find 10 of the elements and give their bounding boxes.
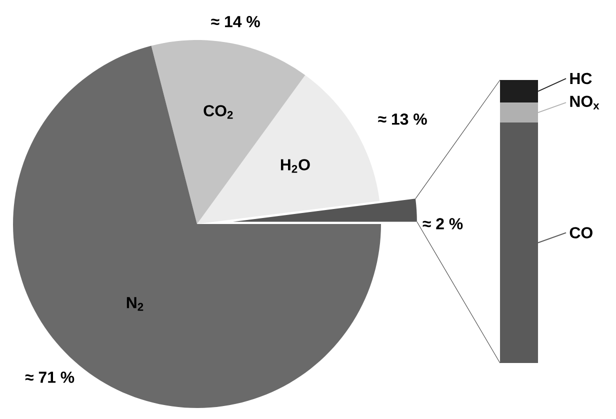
data-label: ≈ 14 %	[211, 16, 260, 28]
data-label: ≈ 13 %	[378, 113, 427, 125]
slice-label: CO$_{2}$	[204, 105, 233, 119]
legend-label: NO$_{x}$	[570, 96, 600, 110]
slice-label: H$_{2}$O	[280, 159, 310, 173]
data-label: ≈ 2 %	[422, 218, 463, 230]
legend-label: CO	[570, 227, 592, 238]
slice-label: N$_{2}$	[126, 297, 144, 311]
legend-label: HC	[570, 72, 592, 84]
data-label: ≈ 71 %	[25, 372, 74, 383]
